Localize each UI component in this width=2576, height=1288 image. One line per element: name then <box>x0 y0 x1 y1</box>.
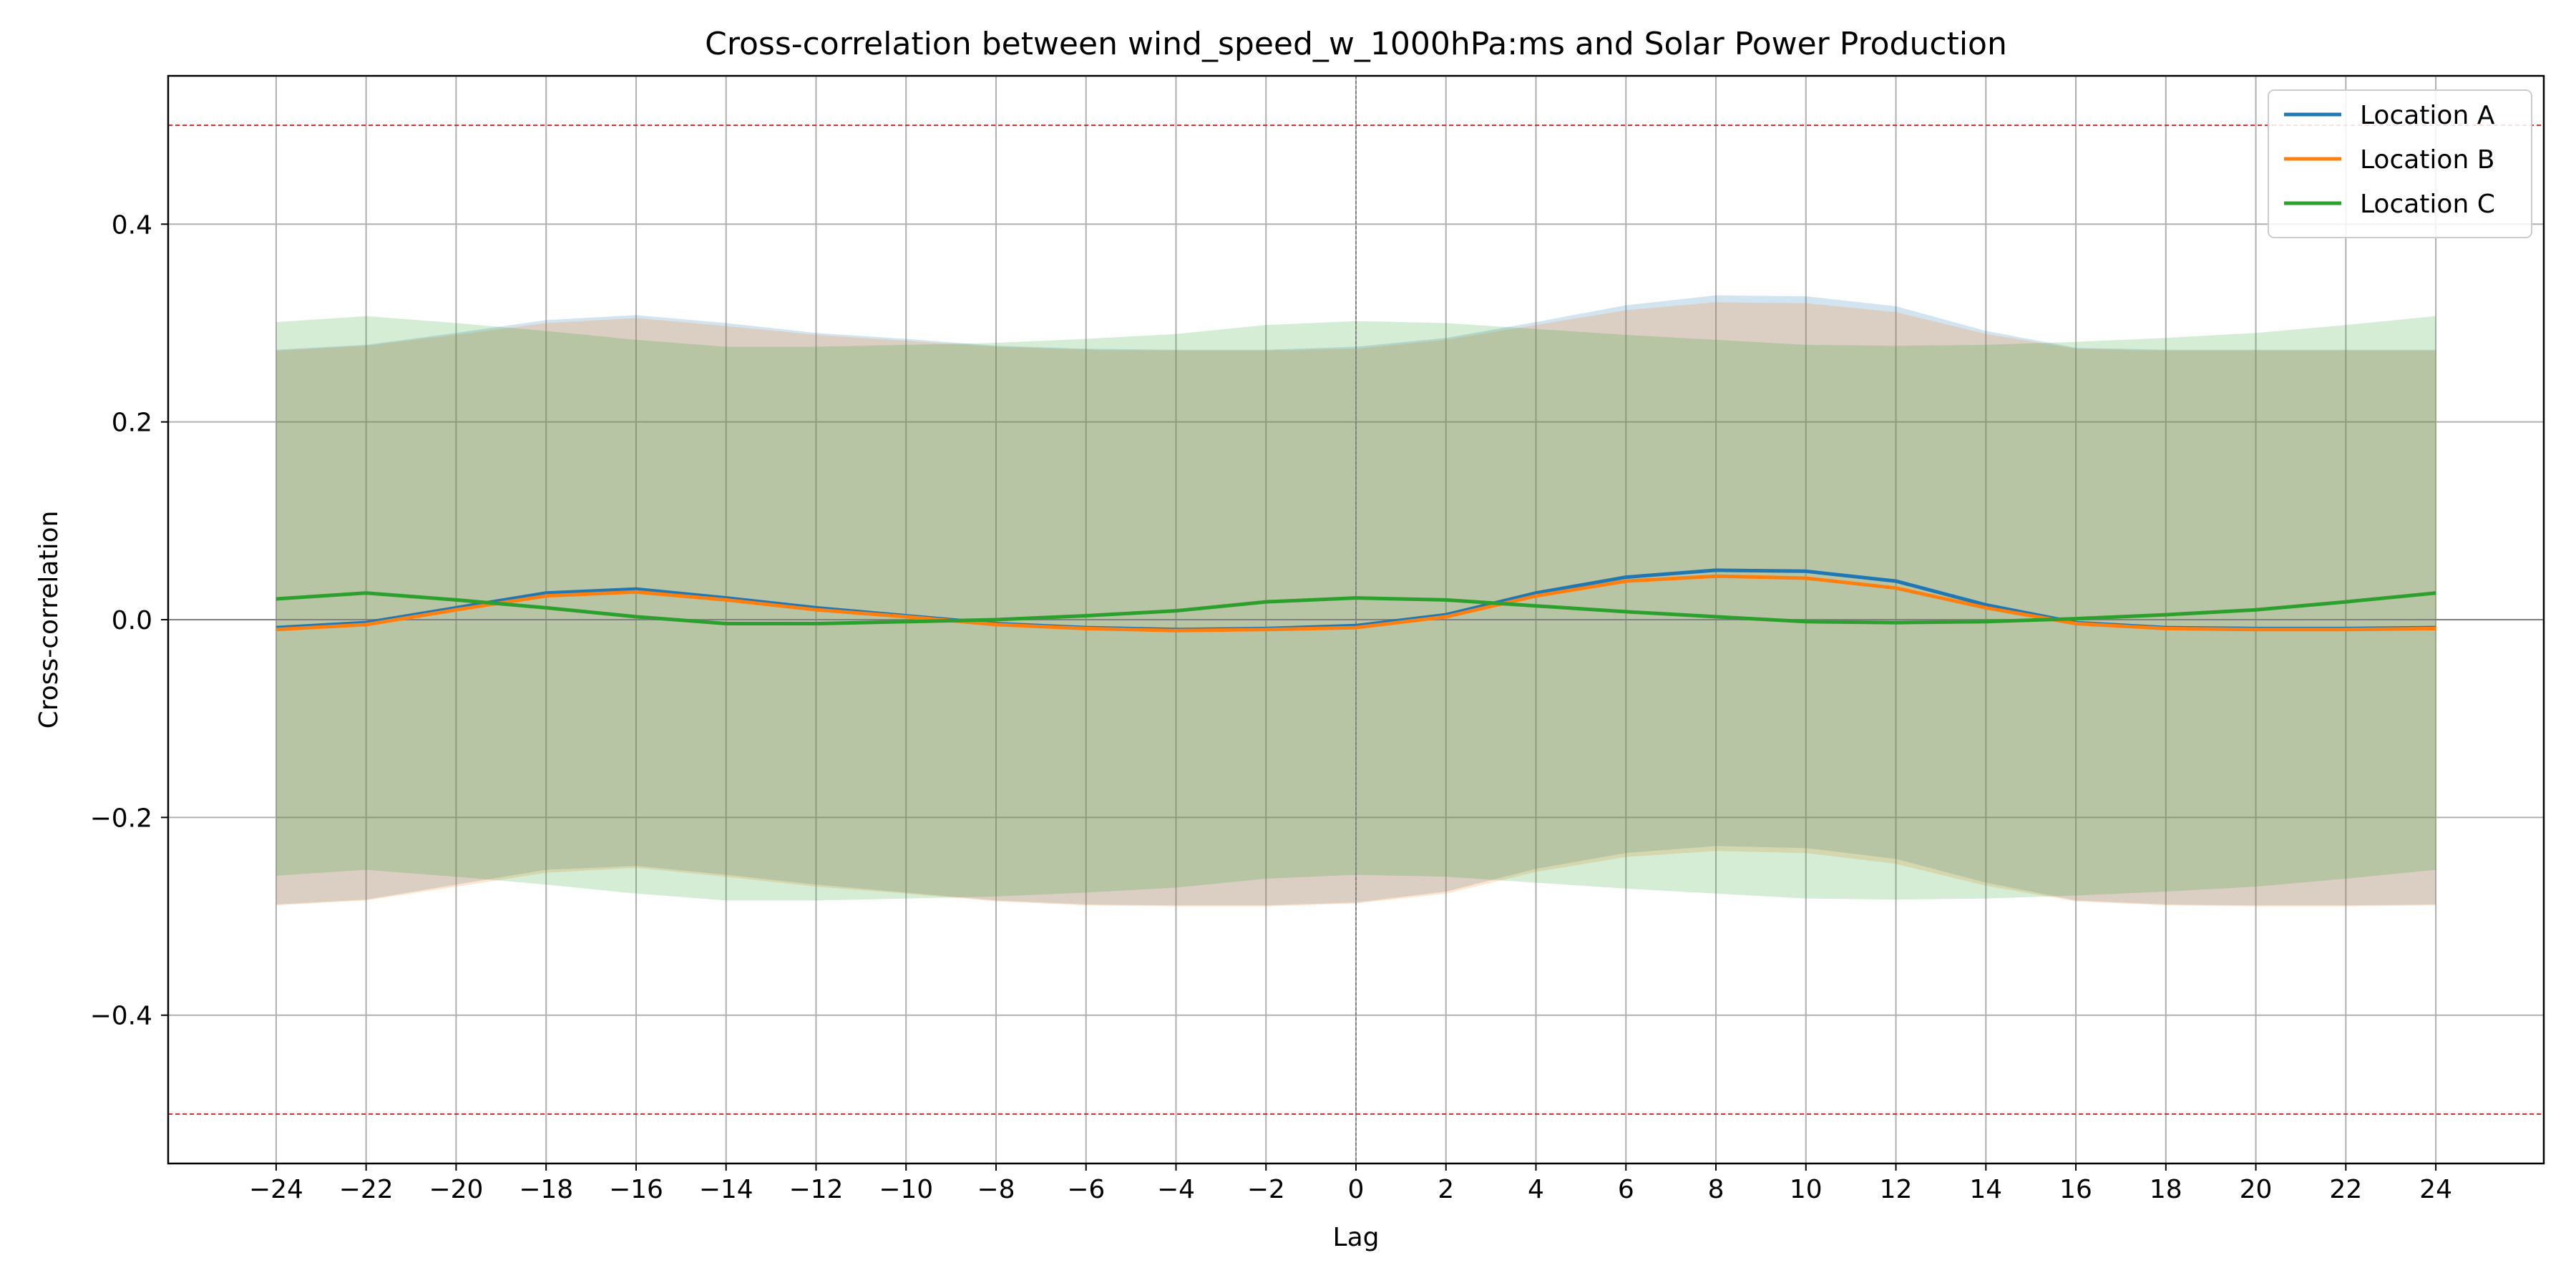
x-tick-label: 4 <box>1528 1175 1544 1204</box>
series-lines <box>275 568 2436 633</box>
legend: Location A Location B Location C <box>2268 89 2532 238</box>
y-tick-label: −0.2 <box>90 804 152 833</box>
x-tick-label: 12 <box>1880 1175 1913 1204</box>
legend-label: Location B <box>2360 145 2494 175</box>
x-tick-label: 14 <box>1969 1175 2002 1204</box>
band-location-a <box>275 295 2436 906</box>
x-tick-label: −4 <box>1157 1175 1195 1204</box>
x-tick-label: −24 <box>249 1175 303 1204</box>
x-tick-label: 8 <box>1708 1175 1724 1204</box>
legend-box <box>2268 89 2532 238</box>
x-tick-label: −14 <box>699 1175 753 1204</box>
x-tick-label: −2 <box>1247 1175 1285 1204</box>
x-tick-label: 0 <box>1348 1175 1365 1204</box>
x-tick-label: 18 <box>2150 1175 2182 1204</box>
y-tick-label: 0.0 <box>112 606 152 635</box>
y-axis-label: Cross-correlation <box>34 511 64 729</box>
line-location-c <box>275 591 2436 625</box>
reference-lines <box>168 76 2544 1163</box>
x-tick-label: −22 <box>339 1175 394 1204</box>
x-tick-label: 16 <box>2059 1175 2092 1204</box>
legend-label: Location A <box>2360 101 2495 130</box>
x-tick-label: 6 <box>1618 1175 1634 1204</box>
x-tick-label: −12 <box>789 1175 843 1204</box>
x-tick-label: 24 <box>2419 1175 2452 1204</box>
x-tick-label: −10 <box>879 1175 933 1204</box>
y-tick-label: −0.4 <box>90 1002 152 1031</box>
axis-ticks: −24 −22 −20 −18 −16 −14 −12 −10 −8 −6 −4 −2 0 2 4 6 8 10 1… <box>90 210 2452 1204</box>
x-axis-label: Lag <box>1333 1223 1380 1252</box>
x-tick-label: −18 <box>519 1175 573 1204</box>
x-tick-label: 20 <box>2240 1175 2273 1204</box>
line-location-b <box>275 574 2436 633</box>
x-tick-label: 10 <box>1790 1175 1823 1204</box>
legend-label: Location C <box>2360 190 2495 219</box>
x-tick-label: 2 <box>1438 1175 1454 1204</box>
x-tick-label: −16 <box>609 1175 663 1204</box>
x-tick-label: −6 <box>1067 1175 1105 1204</box>
x-tick-label: 22 <box>2329 1175 2362 1204</box>
x-tick-label: −20 <box>429 1175 483 1204</box>
x-tick-label: −8 <box>977 1175 1015 1204</box>
y-tick-label: 0.4 <box>112 210 152 240</box>
y-tick-label: 0.2 <box>112 409 152 438</box>
chart-title: Cross-correlation between wind_speed_w_1… <box>705 26 2007 62</box>
